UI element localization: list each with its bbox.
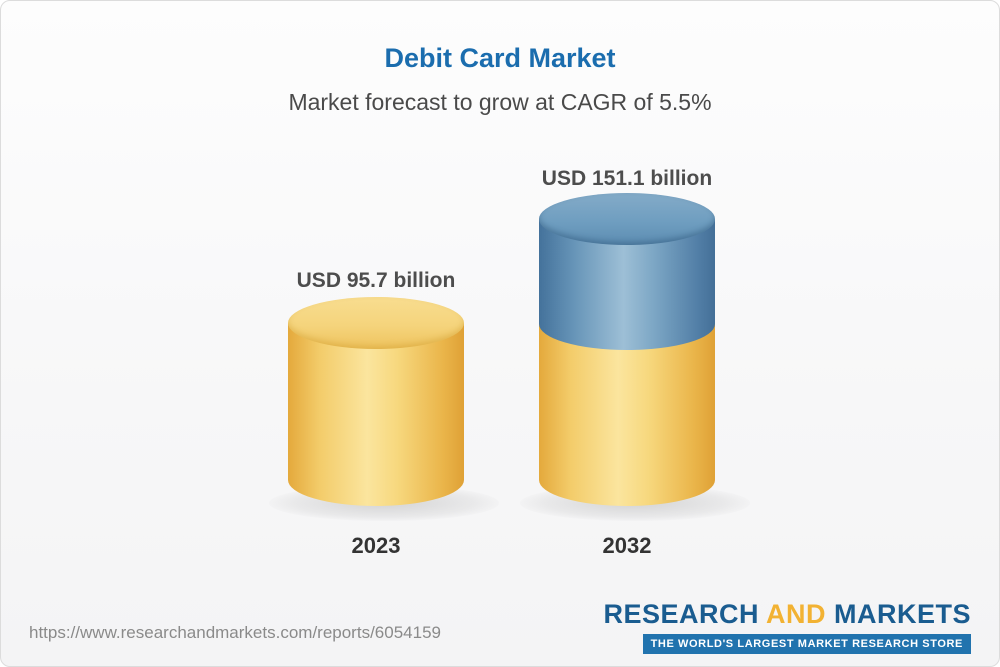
logo-word-research: RESEARCH (603, 599, 759, 629)
research-and-markets-logo: RESEARCH AND MARKETS THE WORLD'S LARGEST… (603, 599, 971, 654)
logo-wordmark: RESEARCH AND MARKETS (603, 599, 971, 630)
report-url: https://www.researchandmarkets.com/repor… (29, 623, 441, 642)
logo-word-and: AND (765, 599, 826, 629)
chart-subtitle: Market forecast to grow at CAGR of 5.5% (288, 89, 712, 115)
category-label-2023: 2023 (351, 533, 401, 558)
bar-2023-cylinder-top (288, 297, 464, 349)
category-label-2032: 2032 (602, 533, 652, 558)
bar-2023-cylinder-body (288, 323, 464, 506)
logo-tagline: THE WORLD'S LARGEST MARKET RESEARCH STOR… (642, 634, 971, 654)
bar-2032-cylinder-top (539, 193, 715, 245)
value-label-2032: USD 151.1 billion (541, 167, 713, 190)
value-label-2023: USD 95.7 billion (296, 269, 456, 292)
logo-word-markets: MARKETS (834, 599, 971, 629)
chart-title: Debit Card Market (384, 43, 616, 73)
